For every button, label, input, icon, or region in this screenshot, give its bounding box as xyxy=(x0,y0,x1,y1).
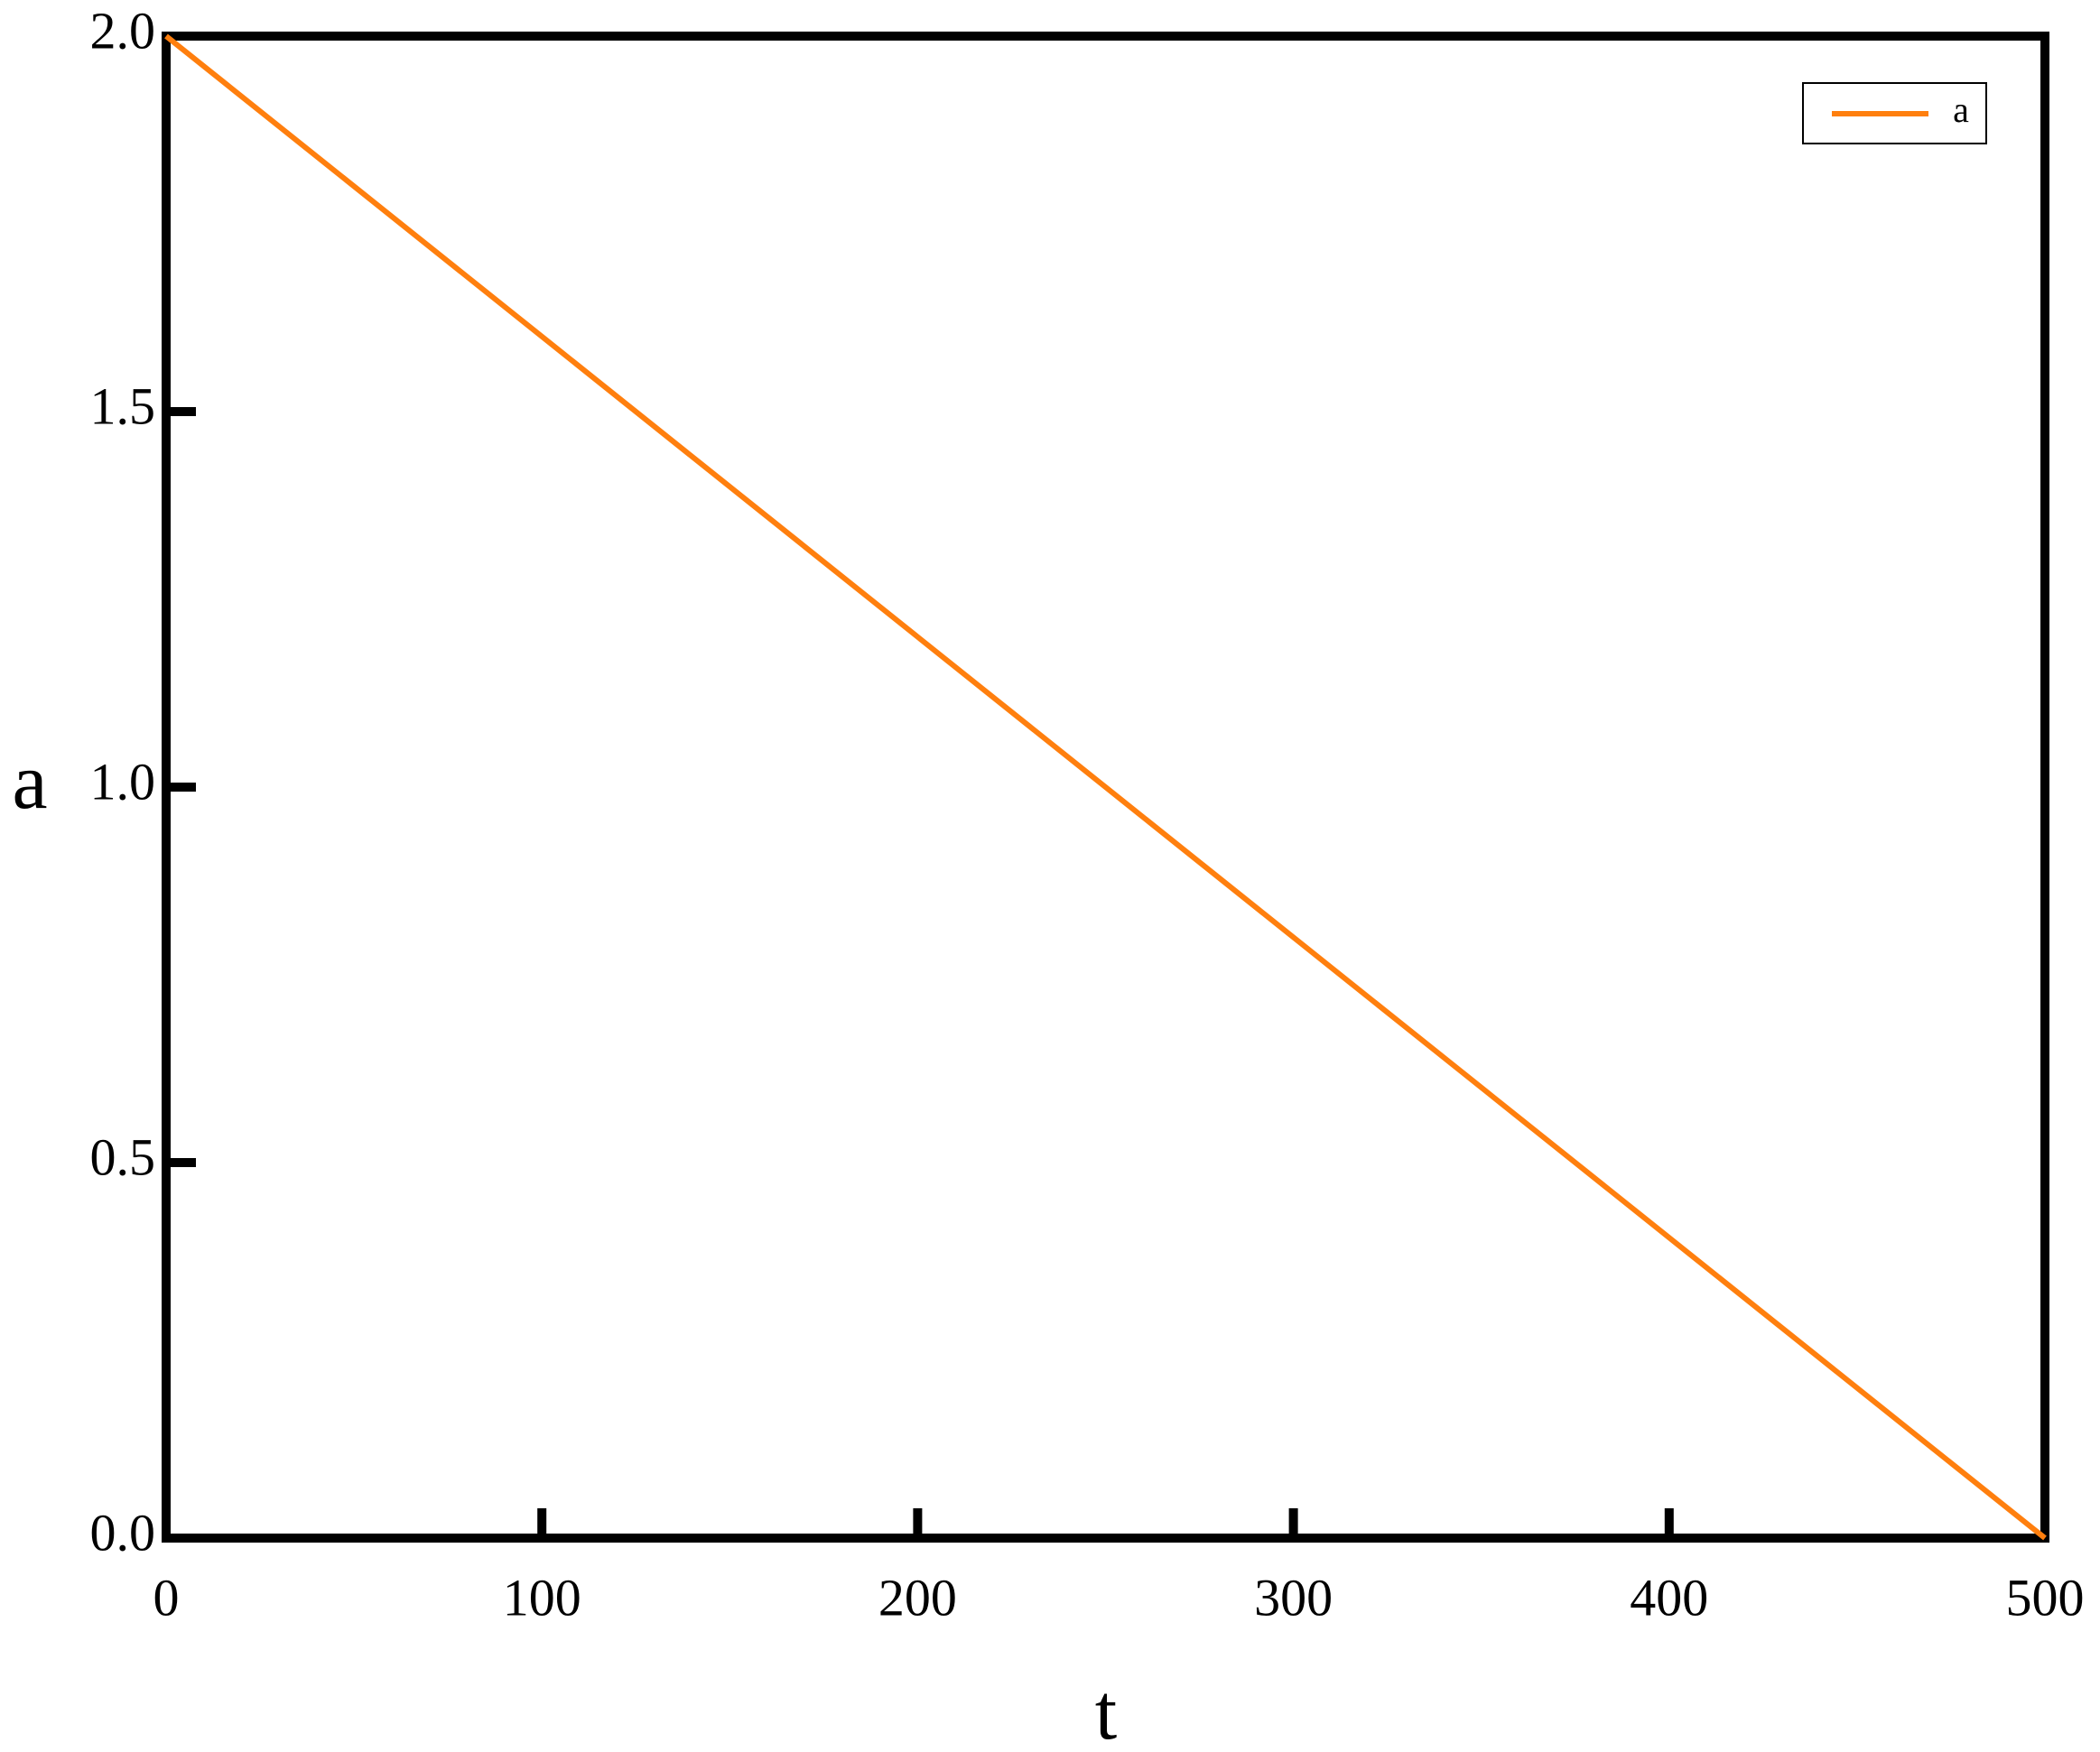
y-tick-label: 2.0 xyxy=(90,1,156,60)
legend-label: a xyxy=(1953,89,1969,130)
y-tick-label: 0.0 xyxy=(90,1503,156,1562)
plot-frame xyxy=(162,32,2049,1543)
x-tick-label: 200 xyxy=(878,1568,957,1627)
y-axis-label: a xyxy=(12,738,47,826)
y-tick-label: 0.5 xyxy=(90,1127,156,1186)
y-tick-label: 1.5 xyxy=(90,376,156,435)
x-tick-label: 100 xyxy=(503,1568,581,1627)
x-tick-label: 400 xyxy=(1630,1568,1708,1627)
x-tick-label: 300 xyxy=(1254,1568,1333,1627)
x-axis-label: t xyxy=(1095,1669,1117,1752)
x-tick-label: 0 xyxy=(153,1568,180,1627)
y-tick-label: 1.0 xyxy=(90,752,156,811)
x-tick-label: 500 xyxy=(2006,1568,2085,1627)
data-line xyxy=(164,33,2047,1541)
